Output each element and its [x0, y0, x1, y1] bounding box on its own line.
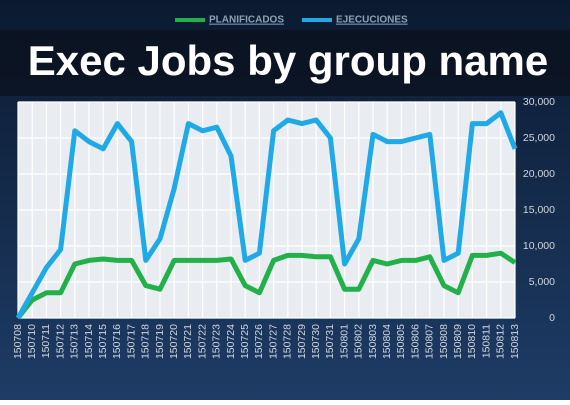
x-tick-label: 150724 — [225, 324, 237, 359]
x-tick-label: 150804 — [381, 324, 393, 359]
x-tick-label: 150806 — [409, 324, 421, 359]
x-tick-label: 150811 — [480, 324, 492, 358]
x-tick-label: 150718 — [140, 324, 152, 359]
x-tick-label: 150809 — [452, 324, 464, 359]
legend-label: PLANIFICADOS — [209, 15, 284, 26]
x-tick-label: 150725 — [239, 324, 251, 359]
series-line — [16, 250, 517, 320]
x-tick-label: 150801 — [338, 324, 350, 359]
x-tick-label: 150802 — [353, 324, 365, 359]
chart-title: Exec Jobs by group name — [28, 37, 549, 84]
x-tick-label: 150803 — [367, 324, 379, 359]
x-tick-label: 150726 — [253, 324, 265, 359]
x-tick-label: 150716 — [111, 324, 123, 359]
x-tick-label: 150713 — [69, 324, 81, 359]
x-tick-label: 150720 — [168, 324, 180, 359]
x-tick-label: 150808 — [438, 324, 450, 359]
x-tick-label: 150723 — [211, 324, 223, 359]
legend-label: EJECUCIONES — [336, 15, 408, 26]
y-tick-label: 20,000 — [523, 168, 555, 180]
y-tick-label: 5,000 — [529, 276, 555, 288]
x-tick-label: 150730 — [310, 324, 322, 359]
x-tick-label: 150807 — [424, 324, 436, 359]
y-tick-label: 15,000 — [523, 204, 555, 216]
title-band — [0, 30, 570, 96]
x-tick-label: 150722 — [196, 324, 208, 359]
x-tick-label: 150805 — [395, 324, 407, 359]
series-line — [15, 110, 518, 320]
x-tick-label: 150719 — [154, 324, 166, 359]
y-tick-label: 25,000 — [523, 132, 555, 144]
x-tick-label: 150813 — [509, 324, 521, 359]
x-tick-label: 150717 — [125, 324, 137, 359]
x-tick-label: 150721 — [182, 324, 194, 359]
x-tick-label: 150731 — [324, 324, 336, 359]
x-tick-label: 150812 — [495, 324, 507, 359]
y-tick-label: 10,000 — [523, 240, 555, 252]
x-tick-label: 150712 — [54, 324, 66, 359]
x-tick-label: 150727 — [267, 324, 279, 359]
x-tick-label: 150810 — [466, 324, 478, 359]
x-tick-label: 150711 — [40, 324, 52, 358]
x-tick-label: 150715 — [97, 324, 109, 359]
x-tick-label: 150708 — [12, 324, 24, 359]
x-tick-label: 150728 — [282, 324, 294, 359]
x-tick-label: 150714 — [83, 324, 95, 359]
x-tick-label: 150729 — [296, 324, 308, 359]
x-tick-label: 150710 — [26, 324, 38, 359]
y-tick-label: 30,000 — [523, 96, 555, 108]
y-tick-label: 0 — [549, 312, 555, 324]
